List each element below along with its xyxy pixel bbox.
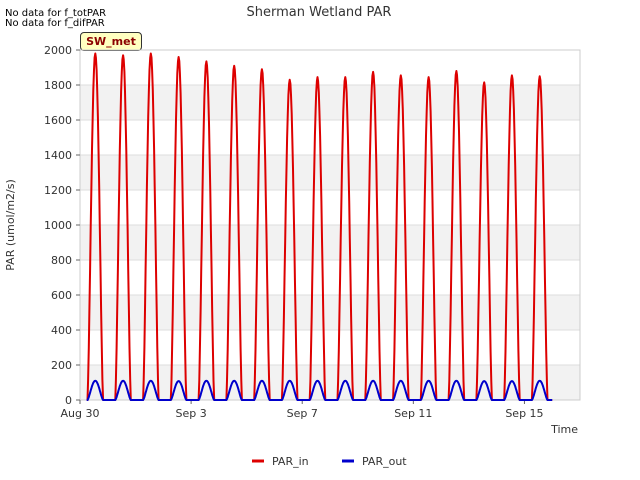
y-tick-label: 0 — [65, 394, 72, 407]
x-tick-label: Sep 11 — [394, 407, 432, 420]
series-par-in-line — [86, 52, 553, 401]
no-data-note-1: No data for f_totPAR — [5, 8, 107, 19]
plot-band — [80, 295, 580, 330]
series-lines — [86, 52, 553, 401]
y-tick-label: 1200 — [44, 184, 72, 197]
x-tick-label: Sep 7 — [287, 407, 318, 420]
y-tick-label: 1600 — [44, 114, 72, 127]
y-tick-label: 400 — [51, 324, 72, 337]
y-tick-label: 2000 — [44, 44, 72, 57]
y-tick-label: 200 — [51, 359, 72, 372]
legend-label: PAR_out — [362, 455, 407, 468]
y-tick-label: 1000 — [44, 219, 72, 232]
y-tick-label: 600 — [51, 289, 72, 302]
series-par-out-line — [86, 379, 553, 401]
y-tick-label: 1800 — [44, 79, 72, 92]
chart-title: Sherman Wetland PAR — [247, 5, 392, 20]
y-axis-ticks: 0 200 400 600 800 1000 1200 1400 1600 1800 2000 — [44, 44, 80, 407]
plot-band — [80, 85, 580, 120]
y-tick-label: 1400 — [44, 149, 72, 162]
x-tick-label: Sep 3 — [175, 407, 206, 420]
x-axis-label: Time — [550, 423, 578, 436]
plot-band — [80, 365, 580, 400]
plot-band — [80, 225, 580, 260]
x-tick-label: Aug 30 — [61, 407, 100, 420]
plot-bands — [80, 85, 580, 400]
legend: PAR_in PAR_out — [252, 455, 407, 468]
no-data-note-2: No data for f_difPAR — [5, 18, 105, 29]
legend-label: PAR_in — [272, 455, 309, 468]
y-tick-label: 800 — [51, 254, 72, 267]
plot-band — [80, 155, 580, 190]
x-tick-label: Sep 15 — [505, 407, 543, 420]
y-axis-label: PAR (umol/m2/s) — [4, 179, 17, 271]
x-axis-ticks: Aug 30 Sep 3 Sep 7 Sep 11 Sep 15 — [61, 400, 544, 420]
